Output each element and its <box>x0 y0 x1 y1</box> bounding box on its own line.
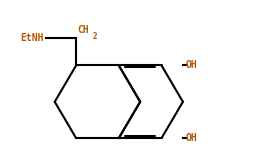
Text: OH: OH <box>186 60 198 70</box>
Text: OH: OH <box>186 133 198 143</box>
Text: EtNH: EtNH <box>20 33 44 43</box>
Text: CH: CH <box>77 25 89 35</box>
Text: 2: 2 <box>93 32 97 41</box>
